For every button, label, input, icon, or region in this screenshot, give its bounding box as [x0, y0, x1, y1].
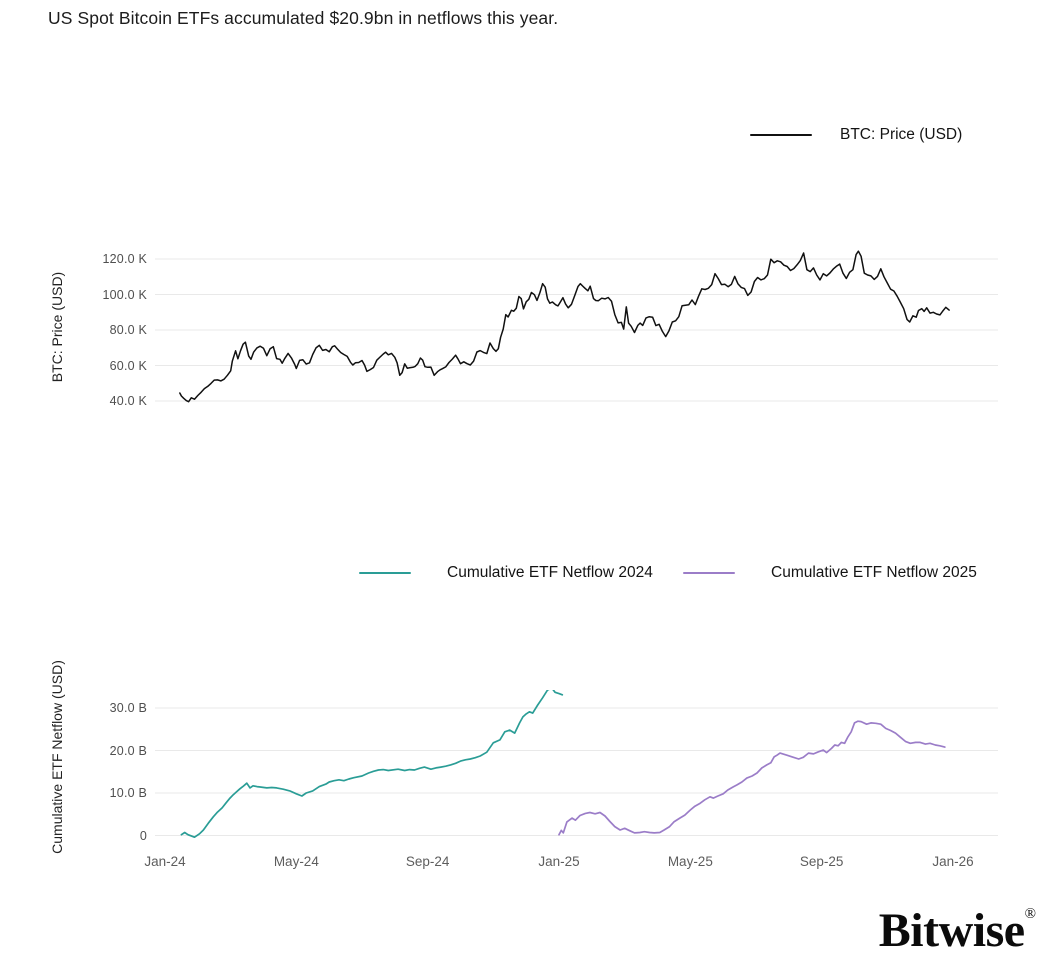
legend-label-netflow-2024: Cumulative ETF Netflow 2024 [447, 564, 653, 581]
btc-price-chart [155, 250, 998, 403]
legend-label-btc-price: BTC: Price (USD) [840, 126, 963, 143]
x-tick-label: Jan-26 [932, 854, 974, 869]
figure-title: US Spot Bitcoin ETFs accumulated $20.9bn… [48, 8, 559, 28]
x-tick-label: Jan-25 [538, 854, 580, 869]
y-tick-label: 100.0 K [102, 287, 147, 302]
registered-trademark-icon: ® [1024, 906, 1036, 922]
y-tick-label: 10.0 B [109, 786, 147, 800]
y-tick-label: 20.0 B [109, 743, 147, 758]
y-tick-label: 0 [139, 828, 147, 843]
y-tick-label: 40.0 K [109, 394, 147, 408]
x-tick-label: May-25 [667, 854, 713, 869]
bitwise-logo-text: Bitwise [878, 904, 1025, 957]
y-tick-label: 60.0 K [109, 358, 147, 373]
y-tick-label: 30.0 B [109, 701, 147, 715]
x-tick-label: Sep-24 [405, 854, 450, 869]
series-line-2 [558, 720, 946, 836]
y-tick-label: 120.0 K [102, 252, 147, 266]
bitwise-logo: Bitwise® [879, 903, 1036, 958]
netflow-chart [155, 690, 998, 839]
legend-line-icon [683, 572, 735, 574]
legend-label-netflow-2025: Cumulative ETF Netflow 2025 [771, 564, 977, 581]
legend-line-icon [359, 572, 411, 574]
y-tick-label: 80.0 K [109, 323, 147, 337]
legend-netflow-2025: Cumulative ETF Netflow 2025 [683, 564, 977, 582]
series-line-1 [179, 250, 950, 403]
legend-btc-price: BTC: Price (USD) [750, 126, 962, 144]
x-tick-label: May-24 [273, 854, 319, 869]
legend-line-icon [750, 134, 812, 136]
x-tick-label: Jan-24 [144, 854, 186, 869]
series-line-1 [180, 690, 564, 839]
x-tick-label: Sep-25 [799, 854, 844, 869]
legend-netflow-2024: Cumulative ETF Netflow 2024 [359, 564, 653, 582]
